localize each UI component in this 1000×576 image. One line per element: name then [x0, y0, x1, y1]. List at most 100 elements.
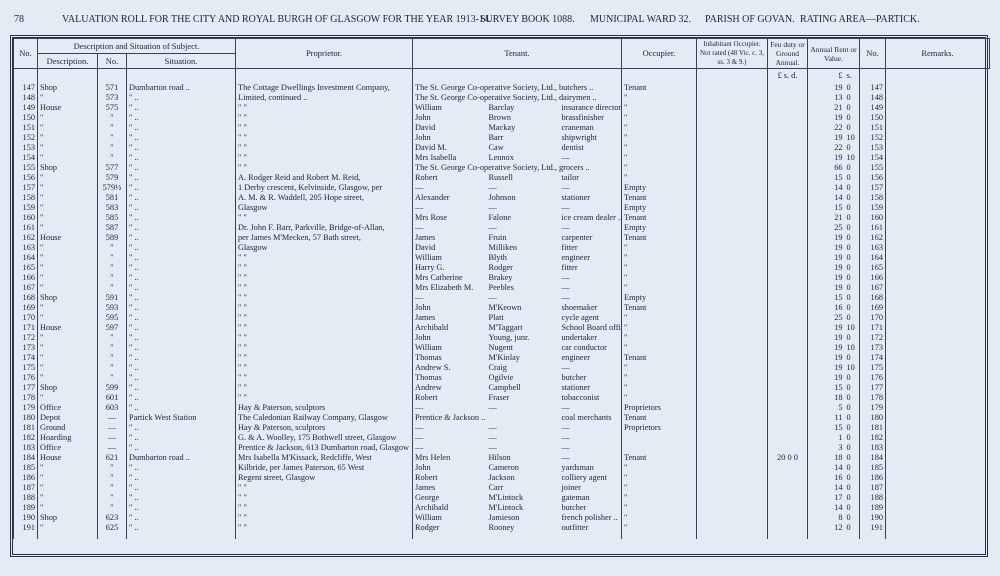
feu: [767, 163, 808, 173]
rent-shilling: 0: [846, 483, 851, 492]
col-no-right: No.: [859, 38, 886, 69]
feu: [767, 523, 808, 533]
street-no: ″: [97, 363, 127, 373]
occupier: ″: [621, 153, 697, 163]
situation: ″ ..: [126, 313, 236, 323]
roll-row: 188 ″ ″ ″ .. ″ ″ George M'Lintock gateman ″ 17 0 18…: [13, 493, 990, 503]
inhabitant: [696, 373, 768, 383]
occupation: engineer: [561, 253, 591, 262]
feu: [767, 123, 808, 133]
proprietor: Regent street, Glasgow: [235, 473, 413, 483]
no-right: 178: [859, 393, 886, 403]
tenant-first: Archibald: [412, 503, 487, 513]
description: ″: [37, 193, 98, 203]
no: 159: [13, 203, 38, 213]
rent-shilling: 0: [846, 353, 851, 362]
remarks: [885, 103, 990, 113]
feu: [767, 503, 808, 513]
proprietor: ″ ″: [235, 253, 413, 263]
occupation: colliery agent: [561, 473, 607, 482]
no-right: 147: [859, 83, 886, 93]
situation: ″ ..: [126, 503, 236, 513]
situation: ″ ..: [126, 173, 236, 183]
rent-pound: 19: [807, 283, 845, 293]
feu: [767, 113, 808, 123]
rent-pound: 22: [807, 123, 845, 133]
rent-shilling: 0: [846, 283, 851, 292]
rent-pound: 8: [807, 513, 845, 523]
situation: ″ ..: [126, 243, 236, 253]
rent-pound: 15: [807, 293, 845, 303]
tenant-first: —: [412, 423, 487, 433]
inhabitant: [696, 363, 768, 373]
occupation: —: [561, 203, 570, 212]
inhabitant: [696, 463, 768, 473]
remarks: [885, 353, 990, 363]
occupier: ″: [621, 263, 697, 273]
no: 190: [13, 513, 38, 523]
description: ″: [37, 153, 98, 163]
inhabitant: [696, 453, 768, 463]
occupier: [621, 443, 697, 453]
roll-row: 162 House 589 ″ .. per James M'Mecken, 57 Ba…: [13, 233, 990, 243]
proprietor: Hay & Paterson, sculptors: [235, 423, 413, 433]
occupation: —: [561, 223, 570, 232]
occupier: Proprietors: [621, 423, 697, 433]
roll-table: No. Description and Situation of Subject…: [10, 35, 990, 557]
remarks: [885, 373, 990, 383]
proprietor: Kilbride, per James Paterson, 65 West: [235, 463, 413, 473]
proprietor: ″ ″: [235, 343, 413, 353]
rent-shilling: 0: [846, 473, 851, 482]
description: ″: [37, 503, 98, 513]
no: 179: [13, 403, 38, 413]
rent-pound: 19: [807, 113, 845, 123]
occupation: coal merchants: [561, 413, 612, 422]
remarks: [885, 83, 990, 93]
no-right: 171: [859, 323, 886, 333]
occupier: ″: [621, 93, 697, 103]
no: 155: [13, 163, 38, 173]
tenant-surname: Rodger: [488, 263, 513, 272]
rent-pound: 14: [807, 483, 845, 493]
no-right: 166: [859, 273, 886, 283]
inhabitant: [696, 103, 768, 113]
occupier: Tenant: [621, 353, 697, 363]
occupation: brassfinisher: [561, 113, 604, 122]
rent-shilling: 0: [846, 123, 851, 132]
no-right: 168: [859, 293, 886, 303]
street-no: ″: [97, 353, 127, 363]
no: 153: [13, 143, 38, 153]
rent-pound: 12: [807, 523, 845, 533]
situation: ″ ..: [126, 493, 236, 503]
feu: [767, 333, 808, 343]
no: 161: [13, 223, 38, 233]
description: ″: [37, 253, 98, 263]
tenant-first: Rodger: [412, 523, 487, 533]
situation: ″ ..: [126, 223, 236, 233]
occupier: Tenant: [621, 233, 697, 243]
situation: ″ ..: [126, 383, 236, 393]
inhabitant: [696, 153, 768, 163]
tenant-surname: —: [488, 443, 497, 452]
roll-row: 163 ″ ″ ″ .. Glasgow David Milliken fitter ″ 19 0 1…: [13, 243, 990, 253]
rent-shilling: 10: [846, 363, 855, 372]
feu: [767, 83, 808, 93]
rent-shilling: 0: [846, 93, 851, 102]
street-no: 581: [97, 193, 127, 203]
roll-row: 181 Ground — ″ .. Hay & Paterson, sculptors —…: [13, 423, 990, 433]
no: 191: [13, 523, 38, 533]
tenant-first: David M.: [412, 143, 487, 153]
remarks: [885, 323, 990, 333]
rent-shilling: 0: [846, 393, 851, 402]
tenant-surname: Peebles: [488, 283, 514, 292]
occupier: Proprietors: [621, 403, 697, 413]
rent-pound: 19: [807, 373, 845, 383]
rent-shilling: 0: [846, 263, 851, 272]
street-no: 595: [97, 313, 127, 323]
inhabitant: [696, 213, 768, 223]
feu: [767, 233, 808, 243]
proprietor: ″ ″: [235, 143, 413, 153]
remarks: [885, 243, 990, 253]
description: ″: [37, 243, 98, 253]
tenant-surname: Barr: [488, 133, 504, 142]
